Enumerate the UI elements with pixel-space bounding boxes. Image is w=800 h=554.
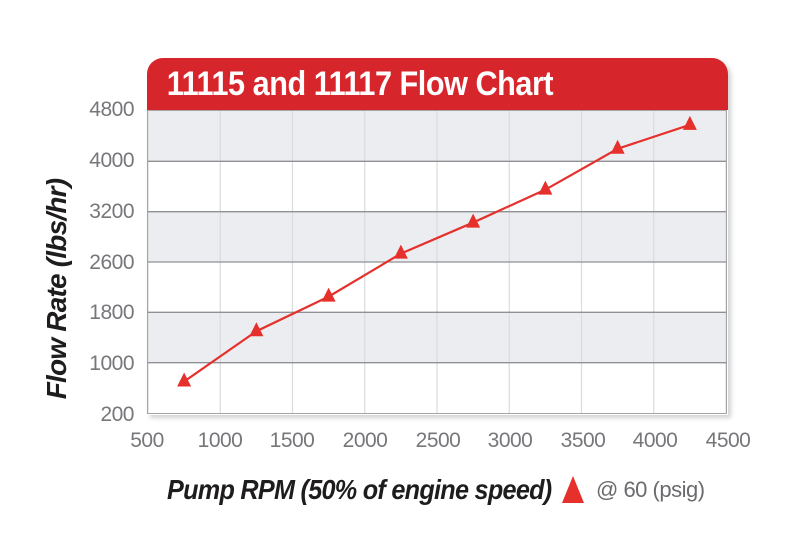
x-tick-label: 4000 bbox=[632, 429, 678, 452]
y-tick-label: 2600 bbox=[89, 251, 134, 274]
y-tick-label: 1800 bbox=[89, 301, 134, 324]
x-tick-label: 2000 bbox=[342, 429, 388, 452]
series-marker-icon bbox=[610, 139, 625, 154]
x-axis-tick-labels: 500 1000 1500 2000 2500 3000 3500 4000 4500 bbox=[130, 429, 751, 455]
chart-title: 11115 and 11117 Flow Chart bbox=[166, 64, 554, 103]
y-axis-tick-labels: 4800 4000 3200 2600 1800 1000 200 bbox=[58, 99, 140, 426]
series-marker-icon bbox=[538, 180, 553, 195]
x-axis-title: Pump RPM (50% of engine speed) bbox=[167, 474, 552, 505]
x-tick-label: 1000 bbox=[197, 429, 243, 452]
chart-card: 11115 and 11117 Flow Chart bbox=[147, 58, 728, 415]
x-tick-label: 3500 bbox=[560, 429, 606, 452]
x-tick-label: 2500 bbox=[415, 429, 461, 452]
series-marker-icon bbox=[177, 372, 192, 387]
plot-area bbox=[147, 110, 727, 414]
x-tick-label: 3000 bbox=[487, 429, 533, 452]
series-marker-icon bbox=[393, 244, 408, 259]
chart-title-banner: 11115 and 11117 Flow Chart bbox=[147, 58, 728, 110]
triangle-up-icon bbox=[562, 476, 584, 503]
x-tick-label: 4500 bbox=[705, 429, 751, 452]
series-marker-icon bbox=[249, 322, 264, 337]
x-tick-label: 1500 bbox=[269, 429, 315, 452]
legend: @ 60 (psig) bbox=[562, 476, 705, 503]
series-marker-icon bbox=[321, 287, 336, 302]
flow-series-plot bbox=[148, 111, 726, 413]
series-line bbox=[183, 123, 691, 383]
y-tick-label: 4000 bbox=[89, 149, 134, 172]
y-axis-title: Flow Rate (lbs/hr) bbox=[41, 178, 72, 400]
series-marker-icon bbox=[466, 213, 481, 228]
y-tick-label: 3200 bbox=[89, 200, 134, 223]
legend-label: @ 60 (psig) bbox=[596, 476, 705, 502]
y-tick-label: 4800 bbox=[89, 98, 134, 121]
y-tick-label: 200 bbox=[100, 403, 134, 426]
series-marker-icon bbox=[682, 115, 697, 130]
x-tick-label: 500 bbox=[130, 429, 164, 452]
y-tick-label: 1000 bbox=[89, 352, 134, 375]
